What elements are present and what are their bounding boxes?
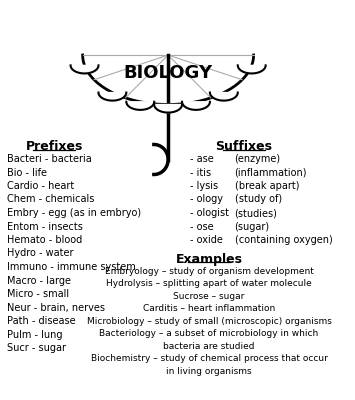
Text: (inflammation): (inflammation) [235, 168, 307, 178]
Text: Immuno - immune system: Immuno - immune system [7, 262, 135, 272]
Text: Bio - life: Bio - life [7, 168, 47, 178]
Text: - itis: - itis [190, 168, 211, 178]
Text: bacteria are studied: bacteria are studied [163, 342, 255, 351]
Text: Sucrose – sugar: Sucrose – sugar [173, 292, 245, 301]
Text: (enzyme): (enzyme) [235, 154, 281, 164]
Text: - ology: - ology [190, 194, 223, 204]
Text: Pulm - lung: Pulm - lung [7, 330, 62, 340]
Text: - ose: - ose [190, 222, 214, 232]
Polygon shape [210, 92, 238, 101]
Text: Bacteri - bacteria: Bacteri - bacteria [7, 154, 91, 164]
Text: - ase: - ase [190, 154, 214, 164]
Text: (break apart): (break apart) [235, 181, 299, 191]
Text: BIOLOGY: BIOLOGY [124, 64, 213, 82]
Text: Biochemistry – study of chemical process that occur: Biochemistry – study of chemical process… [91, 354, 327, 363]
Polygon shape [238, 65, 266, 74]
Text: Path - disease: Path - disease [7, 316, 75, 326]
Text: Prefixes: Prefixes [26, 140, 83, 153]
Text: Hydro - water: Hydro - water [7, 248, 73, 258]
Text: in living organisms: in living organisms [166, 367, 252, 376]
Text: Chem - chemicals: Chem - chemicals [7, 194, 94, 204]
Text: Neur - brain, nerves: Neur - brain, nerves [7, 302, 105, 312]
Text: (studies): (studies) [235, 208, 278, 218]
Text: Hemato - blood: Hemato - blood [7, 235, 82, 245]
Text: Micro - small: Micro - small [7, 289, 69, 299]
Text: (containing oxygen): (containing oxygen) [235, 235, 332, 245]
Polygon shape [154, 104, 182, 112]
Text: Hydrolysis – splitting apart of water molecule: Hydrolysis – splitting apart of water mo… [106, 279, 312, 288]
Text: Bacteriology – a subset of microbiology in which: Bacteriology – a subset of microbiology … [99, 329, 318, 338]
Text: - ologist: - ologist [190, 208, 229, 218]
Text: Microbiology – study of small (microscopic) organisms: Microbiology – study of small (microscop… [87, 317, 332, 326]
Polygon shape [83, 55, 253, 104]
Text: Sucr - sugar: Sucr - sugar [7, 343, 66, 353]
Text: (sugar): (sugar) [235, 222, 270, 232]
Text: Entom - insects: Entom - insects [7, 222, 82, 232]
Text: - oxide: - oxide [190, 235, 223, 245]
Text: Carditis – heart inflammation: Carditis – heart inflammation [143, 304, 275, 313]
Polygon shape [182, 102, 210, 110]
Polygon shape [98, 92, 126, 101]
Polygon shape [126, 102, 154, 110]
Text: Macro - large: Macro - large [7, 276, 71, 286]
Text: Embryology – study of organism development: Embryology – study of organism developme… [104, 266, 313, 276]
Text: Embry - egg (as in embryo): Embry - egg (as in embryo) [7, 208, 141, 218]
Text: Examples: Examples [175, 252, 242, 266]
Polygon shape [71, 65, 98, 74]
Text: (study of): (study of) [235, 194, 282, 204]
Text: - lysis: - lysis [190, 181, 218, 191]
Text: Suffixes: Suffixes [215, 140, 273, 153]
Text: Cardio - heart: Cardio - heart [7, 181, 74, 191]
